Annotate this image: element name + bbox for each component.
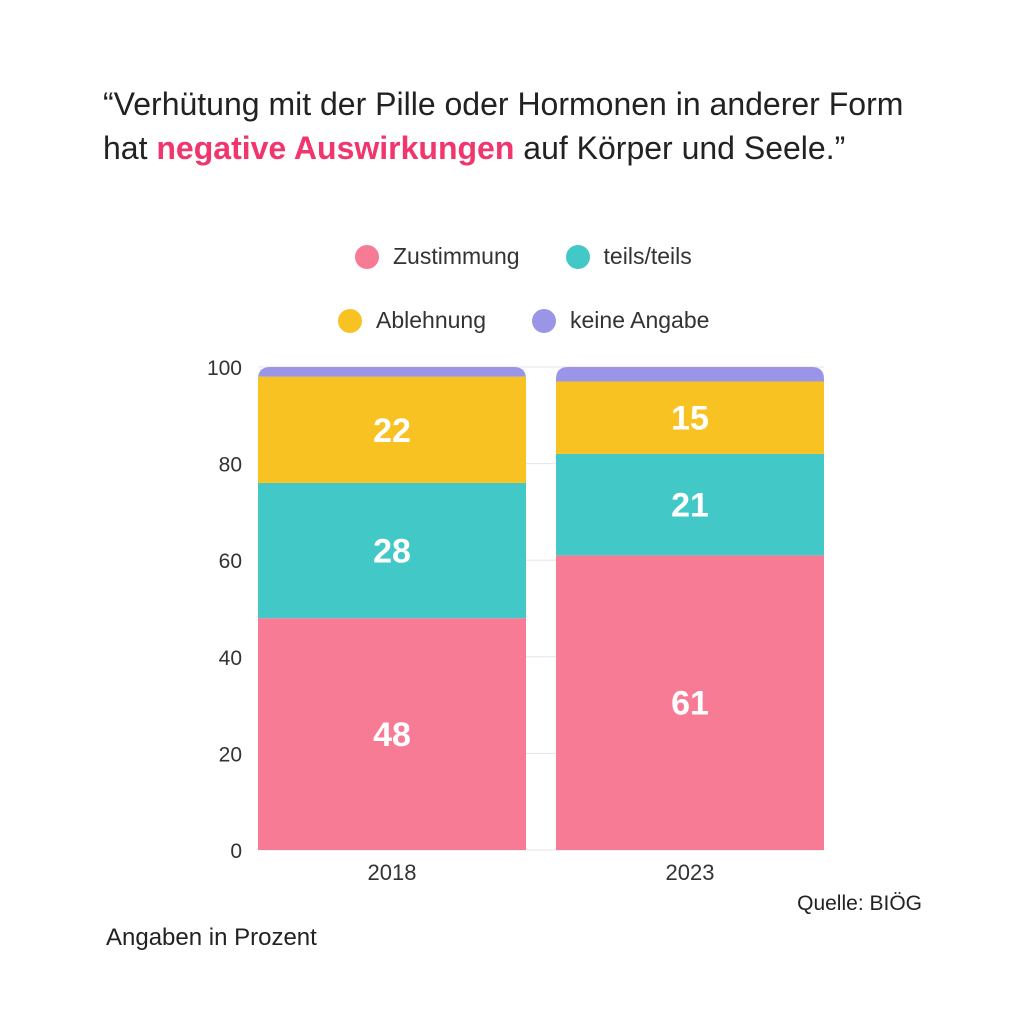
chart-title: “Verhütung mit der Pille oder Hormonen i… [103,82,923,170]
y-tick-label-20: 20 [219,743,242,766]
data-label-2023-teils-teils: 21 [671,487,709,525]
legend-row-1: Zustimmung teils/teils [355,243,738,270]
legend-dot-teils-teils [565,244,590,269]
bar-2018-teils-teils [258,482,526,619]
data-label-2023-ablehnung: 15 [671,400,709,438]
title-part-2: auf Körper und Seele.” [514,130,846,166]
title-highlight: negative Auswirkungen [156,130,515,166]
bar-2023-keine-angabe [556,367,824,382]
legend-dot-ablehnung [338,308,362,333]
bar-2018-keine-angabe [258,367,526,379]
data-label-2018-ablehnung: 22 [373,412,411,450]
x-tick-label-2018: 2018 [368,860,417,885]
y-tick-label-60: 60 [219,550,242,573]
legend-label-teils-teils: teils/teils [603,243,692,269]
y-tick-label-100: 100 [207,357,242,380]
title-part-1: “Verhütung mit der Pille oder Hormonen i… [103,86,904,166]
legend-label-ablehnung: Ablehnung [376,307,486,333]
data-label-2018-teils-teils: 28 [373,533,411,571]
bar-2023-ablehnung [556,381,824,454]
legend-dot-keine-angabe [532,308,556,333]
legend-row-2: Ablehnung keine Angabe [338,307,755,334]
legend-item-ablehnung: Ablehnung [338,307,486,334]
legend-item-keine-angabe: keine Angabe [532,307,709,334]
legend-label-zustimmung: Zustimmung [393,243,520,269]
legend-label-keine-angabe: keine Angabe [570,307,710,333]
bar-2023-zustimmung [556,555,824,850]
y-tick-label-80: 80 [219,454,242,477]
source-note: Quelle: BIÖG [797,892,922,915]
bar-2023-teils-teils [556,453,824,556]
legend-dot-zustimmung [355,244,379,269]
data-label-2018-zustimmung: 48 [373,716,411,754]
x-tick-label-2023: 2023 [666,860,715,885]
bar-2018-zustimmung [258,618,526,850]
data-label-2023-zustimmung: 61 [671,685,709,723]
footnote: Angaben in Prozent [106,924,317,951]
y-tick-label-0: 0 [230,840,242,863]
legend-item-zustimmung: Zustimmung [355,243,520,270]
bar-2018-ablehnung [258,376,526,483]
y-tick-label-40: 40 [219,647,242,670]
legend-item-teils-teils: teils/teils [565,243,692,270]
